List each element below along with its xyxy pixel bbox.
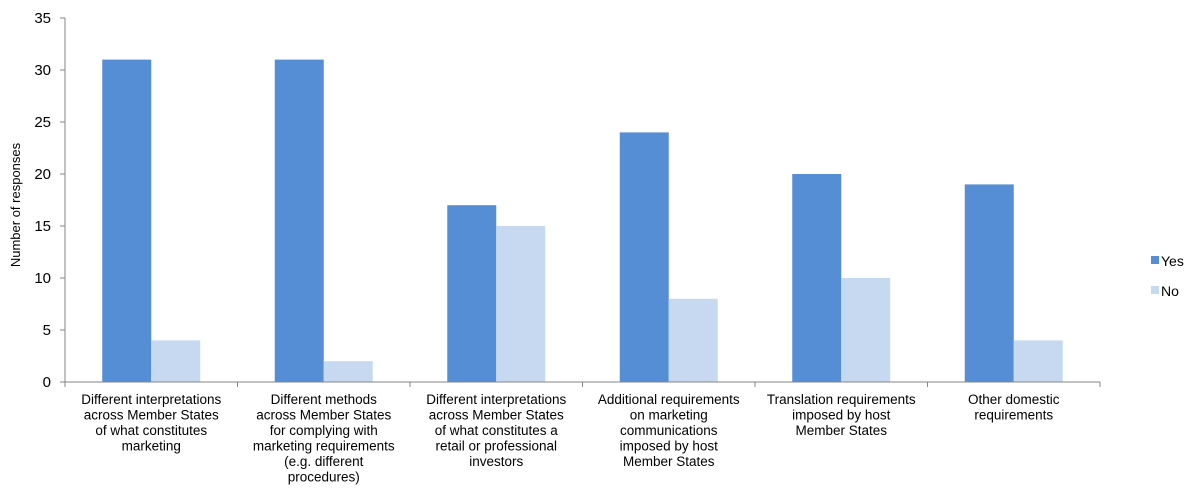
bar-no: [668, 298, 718, 382]
legend-swatch-yes: [1151, 256, 1159, 264]
bar-yes: [447, 205, 497, 382]
legend-label-yes: Yes: [1161, 253, 1184, 269]
bar-no: [323, 361, 373, 382]
category-label: Different interpretations across Member S…: [81, 392, 221, 454]
y-tick-label: 35: [34, 10, 51, 27]
y-tick-label: 15: [34, 218, 51, 235]
x-axis-ticks: [64, 382, 1101, 387]
y-tick-label: 25: [34, 114, 51, 131]
category-label: Additional requirements on marketing commu…: [598, 392, 740, 469]
category-label: Translation requirements imposed by host M…: [767, 392, 916, 438]
bar-no: [496, 226, 546, 382]
y-tick-label: 20: [34, 166, 51, 183]
category-labels: Different interpretations across Member S…: [81, 392, 1060, 485]
bar-yes: [102, 59, 152, 382]
bar-no: [1013, 340, 1063, 382]
bar-no: [841, 278, 891, 382]
bar-yes: [619, 132, 669, 382]
y-tick-label: 30: [34, 62, 51, 79]
bar-yes: [964, 184, 1014, 382]
y-tick-label: 0: [43, 374, 51, 391]
bars: [102, 59, 1063, 382]
y-axis-ticks: 0 5 10 15 20 25 30 35: [34, 10, 65, 391]
y-tick-label: 5: [43, 322, 51, 339]
bar-no: [151, 340, 201, 382]
category-label: Other domestic requirements: [968, 392, 1060, 423]
legend: Yes No: [1151, 253, 1184, 299]
category-label: Different methods across Member States for…: [253, 392, 395, 485]
category-label: Different interpretations across Member S…: [426, 392, 566, 469]
legend-swatch-no: [1151, 286, 1159, 294]
bar-yes: [274, 59, 324, 382]
bar-yes: [792, 174, 842, 382]
y-tick-label: 10: [34, 270, 51, 287]
y-axis-title: Number of responses: [8, 142, 23, 267]
legend-label-no: No: [1161, 283, 1179, 299]
